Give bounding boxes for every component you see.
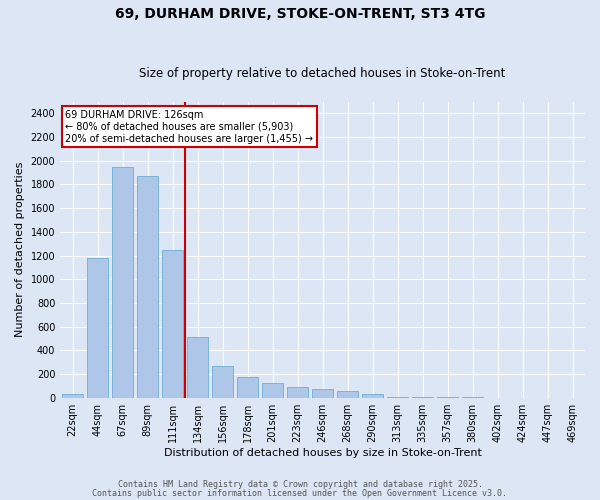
Bar <box>387 396 408 398</box>
Bar <box>362 394 383 398</box>
Y-axis label: Number of detached properties: Number of detached properties <box>15 162 25 338</box>
Text: 69 DURHAM DRIVE: 126sqm
← 80% of detached houses are smaller (5,903)
20% of semi: 69 DURHAM DRIVE: 126sqm ← 80% of detache… <box>65 110 313 144</box>
Bar <box>62 394 83 398</box>
Title: Size of property relative to detached houses in Stoke-on-Trent: Size of property relative to detached ho… <box>139 66 506 80</box>
Bar <box>262 383 283 398</box>
X-axis label: Distribution of detached houses by size in Stoke-on-Trent: Distribution of detached houses by size … <box>164 448 482 458</box>
Bar <box>312 389 333 398</box>
Bar <box>112 166 133 398</box>
Bar <box>337 391 358 398</box>
Bar <box>212 366 233 398</box>
Bar <box>187 338 208 398</box>
Text: 69, DURHAM DRIVE, STOKE-ON-TRENT, ST3 4TG: 69, DURHAM DRIVE, STOKE-ON-TRENT, ST3 4T… <box>115 8 485 22</box>
Text: Contains HM Land Registry data © Crown copyright and database right 2025.: Contains HM Land Registry data © Crown c… <box>118 480 482 489</box>
Bar <box>287 387 308 398</box>
Bar <box>162 250 183 398</box>
Text: Contains public sector information licensed under the Open Government Licence v3: Contains public sector information licen… <box>92 488 508 498</box>
Bar <box>412 397 433 398</box>
Bar <box>237 377 258 398</box>
Bar <box>87 258 108 398</box>
Bar <box>137 176 158 398</box>
